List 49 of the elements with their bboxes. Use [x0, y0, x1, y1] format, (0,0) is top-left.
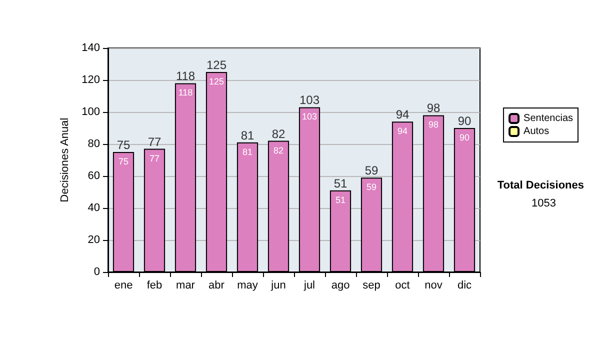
x-tick-label: dic [457, 280, 472, 292]
x-tick-label: ago [331, 280, 350, 292]
x-tick-label: feb [146, 280, 162, 292]
x-tick-label: oct [395, 280, 410, 292]
x-tick-label: mar [176, 280, 196, 292]
y-tick-label: 40 [88, 202, 100, 214]
y-tick-label: 20 [88, 234, 100, 246]
y-tick-label: 100 [82, 106, 100, 118]
data-label: 103 [302, 112, 318, 122]
x-tick-label: nov [424, 280, 443, 292]
total-label: 103 [299, 93, 320, 108]
total-label: 59 [364, 164, 378, 178]
x-tick-label: jul [302, 280, 316, 292]
data-label: 75 [118, 156, 129, 166]
total-label: 98 [426, 101, 440, 116]
y-tick-label: 80 [88, 138, 100, 150]
x-tick-label: jun [270, 280, 286, 292]
x-tick-label: abr [208, 280, 225, 292]
data-label: 51 [335, 194, 346, 205]
total-label: 94 [396, 108, 410, 122]
total-label: 82 [272, 126, 286, 141]
data-label: 125 [208, 76, 224, 86]
data-label: 82 [273, 145, 284, 156]
total-label: 51 [334, 176, 348, 190]
data-label: 94 [397, 126, 408, 136]
y-axis-title: Decisiones Anual [59, 118, 72, 202]
total-label: 81 [240, 128, 254, 142]
data-label: 98 [428, 120, 439, 130]
data-label: 118 [178, 88, 193, 98]
text: Total Decisiones [497, 180, 584, 192]
data-label: 90 [459, 132, 470, 142]
legend-label: Sentencias [524, 113, 574, 124]
y-tick-label: 120 [82, 74, 100, 86]
total-label: 77 [148, 134, 162, 149]
data-label: 59 [366, 182, 377, 192]
total-label: 90 [458, 114, 472, 128]
y-tick-label: 140 [82, 42, 100, 54]
total-label: 118 [176, 69, 196, 84]
legend-label: Autos [524, 126, 550, 137]
total-label: 125 [206, 58, 227, 72]
x-tick-label: may [237, 280, 258, 292]
x-tick-label: ene [114, 280, 133, 292]
data-label: 81 [242, 146, 253, 157]
total-label: 75 [116, 138, 130, 152]
y-tick-label: 60 [88, 170, 100, 182]
x-tick-label: sep [362, 280, 380, 292]
data-label: 77 [149, 153, 160, 164]
text: 1053 [532, 198, 556, 210]
y-tick-label: 0 [94, 266, 100, 278]
